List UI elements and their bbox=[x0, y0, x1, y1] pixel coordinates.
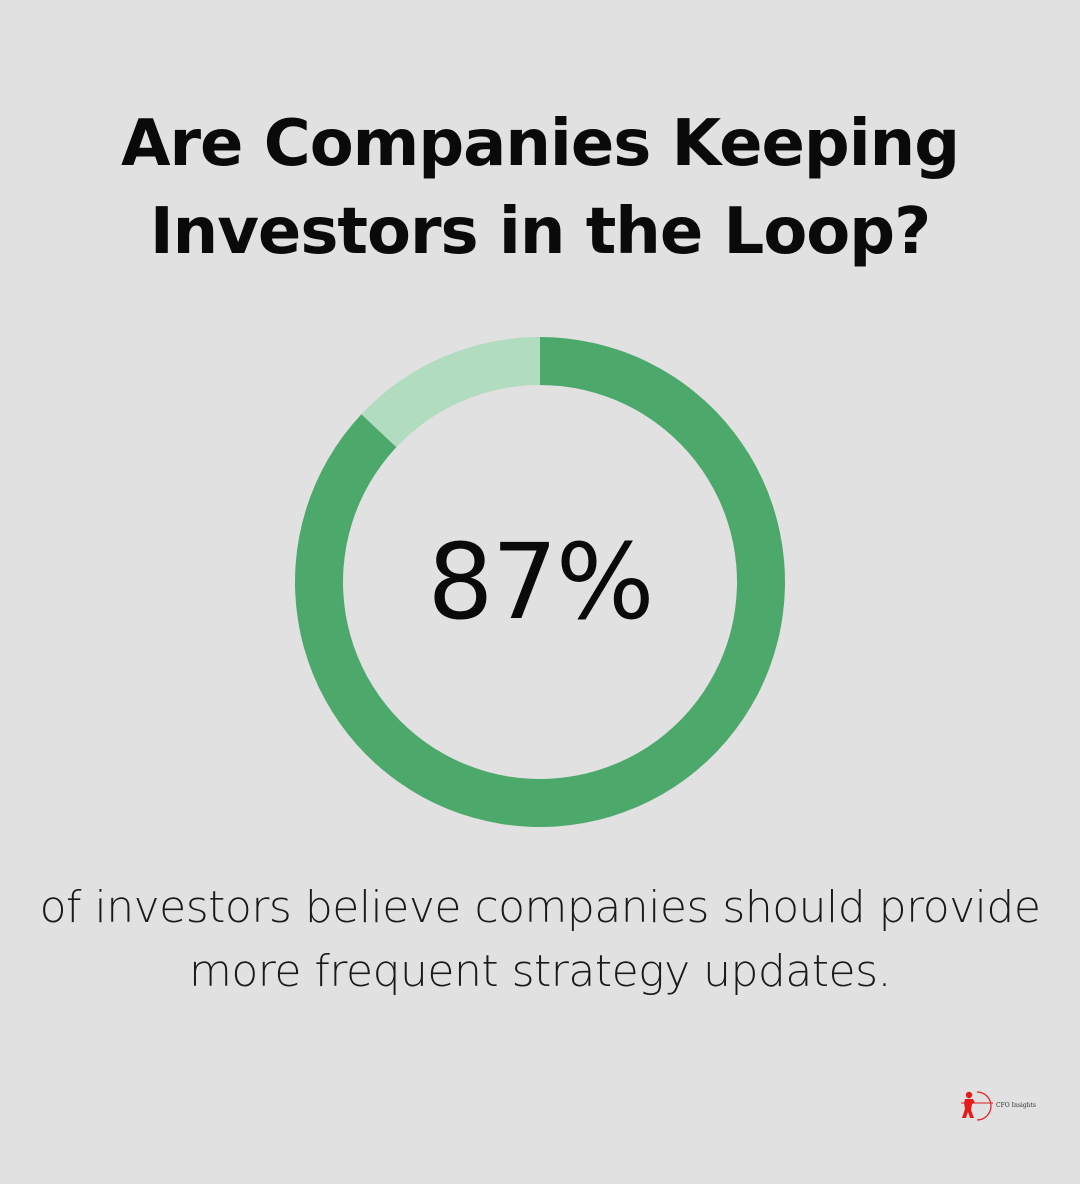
donut-chart: 87% bbox=[290, 332, 790, 832]
description-line-1: of investors believe companies should pr… bbox=[39, 882, 1041, 933]
brand-logo: CFO Insights bbox=[957, 1088, 1036, 1122]
archer-logo-icon bbox=[961, 1091, 993, 1121]
donut-segment-remainder bbox=[361, 337, 540, 448]
page-title: Are Companies Keeping Investors in the L… bbox=[0, 100, 1080, 276]
brand-name: CFO Insights bbox=[996, 1101, 1037, 1109]
description: of investors believe companies should pr… bbox=[0, 876, 1080, 1004]
donut-chart-svg bbox=[294, 337, 785, 827]
description-line-2: more frequent strategy updates. bbox=[188, 946, 892, 997]
donut-center-value: 87% bbox=[427, 521, 654, 643]
title-line-1: Are Companies Keeping bbox=[120, 107, 960, 181]
title-line-2: Investors in the Loop? bbox=[149, 195, 931, 269]
